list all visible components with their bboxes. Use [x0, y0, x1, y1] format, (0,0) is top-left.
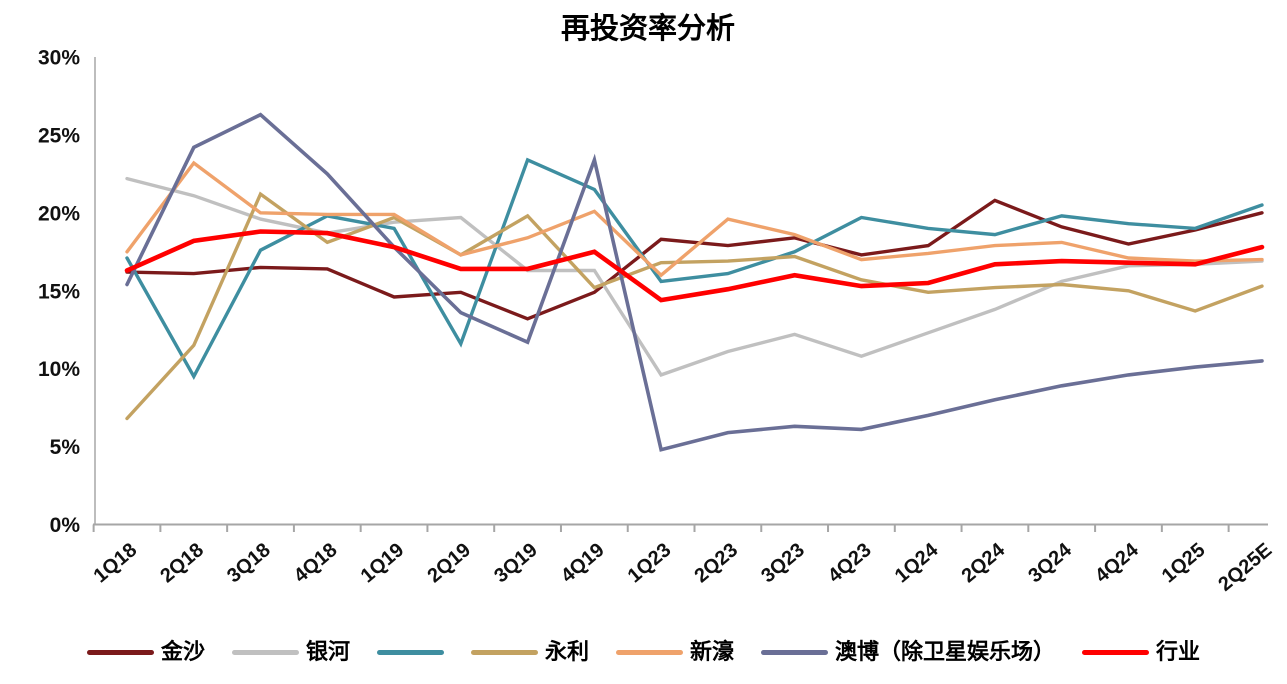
x-tick-label: 2Q24 [958, 538, 1010, 587]
legend-item-2 [376, 649, 444, 655]
legend-label: 金沙 [160, 639, 205, 664]
legend: 金沙 银河 永利 新濠 澳博（除卫星娱乐场） 行业 [0, 641, 1287, 663]
x-tick-label: 4Q19 [557, 539, 609, 587]
x-tick-label: 4Q18 [290, 539, 342, 587]
legend-swatch [376, 649, 444, 655]
x-tick-label: 3Q23 [757, 539, 809, 587]
legend-swatch [470, 649, 538, 655]
legend-swatch [616, 649, 683, 655]
axes [92, 57, 1268, 532]
x-tick-label: 2Q25E [1214, 539, 1276, 596]
legend-swatch [761, 649, 829, 655]
legend-item-6: 行业 [1082, 641, 1200, 663]
legend-item-4: 新濠 [616, 641, 734, 663]
legend-swatch [231, 649, 299, 655]
x-tick-label: 1Q23 [624, 539, 676, 587]
x-tick-label: 1Q18 [90, 539, 142, 587]
y-axis-labels: 0% 5% 10% 15% 20% 25% 30% [38, 47, 80, 538]
x-tick-label: 4Q23 [824, 539, 876, 587]
x-tick-label: 2Q23 [690, 539, 742, 587]
legend-swatch [86, 649, 154, 655]
y-tick-label: 20% [38, 202, 80, 225]
x-axis-labels: 1Q18 2Q18 3Q18 4Q18 1Q19 2Q19 3Q19 4Q19 1Q23 2Q23… [90, 538, 1277, 595]
series-line-4 [125, 160, 1264, 278]
y-tick-label: 0% [50, 514, 81, 537]
x-tick-label: 1Q25 [1158, 539, 1210, 587]
x-tick-label: 3Q24 [1024, 538, 1076, 587]
series-line-6 [124, 229, 1265, 303]
chart-title: 再投资率分析 [561, 11, 735, 45]
legend-item-1: 银河 [231, 639, 350, 664]
x-tick-label: 2Q18 [156, 539, 208, 587]
y-tick-label: 30% [38, 47, 80, 70]
series-line-2 [125, 157, 1264, 381]
y-tick-label: 5% [50, 436, 81, 459]
x-tick-label: 3Q18 [223, 539, 275, 587]
legend-label: 银河 [305, 639, 350, 664]
legend-label: 新濠 [690, 639, 735, 664]
legend-swatch [1082, 649, 1150, 655]
y-tick-label: 10% [38, 358, 80, 381]
legend-label: 澳博（除卫星娱乐场） [835, 639, 1056, 664]
y-tick-label: 15% [38, 280, 80, 303]
y-tick-label: 25% [38, 124, 80, 147]
legend-item-3: 永利 [470, 639, 589, 664]
x-tick-label: 3Q19 [490, 539, 542, 587]
series-line-0 [125, 198, 1264, 321]
legend-label: 永利 [544, 639, 589, 664]
series-line-5 [125, 112, 1264, 452]
x-tick-label: 1Q19 [357, 539, 409, 587]
legend-item-0: 金沙 [86, 639, 205, 664]
x-tick-label: 4Q24 [1091, 538, 1143, 587]
x-tick-label: 2Q19 [423, 539, 475, 587]
legend-item-5: 澳博（除卫星娱乐场） [761, 641, 1055, 663]
x-tick-label: 1Q24 [891, 538, 943, 587]
series-lines [124, 112, 1265, 452]
legend-label: 行业 [1156, 639, 1201, 664]
